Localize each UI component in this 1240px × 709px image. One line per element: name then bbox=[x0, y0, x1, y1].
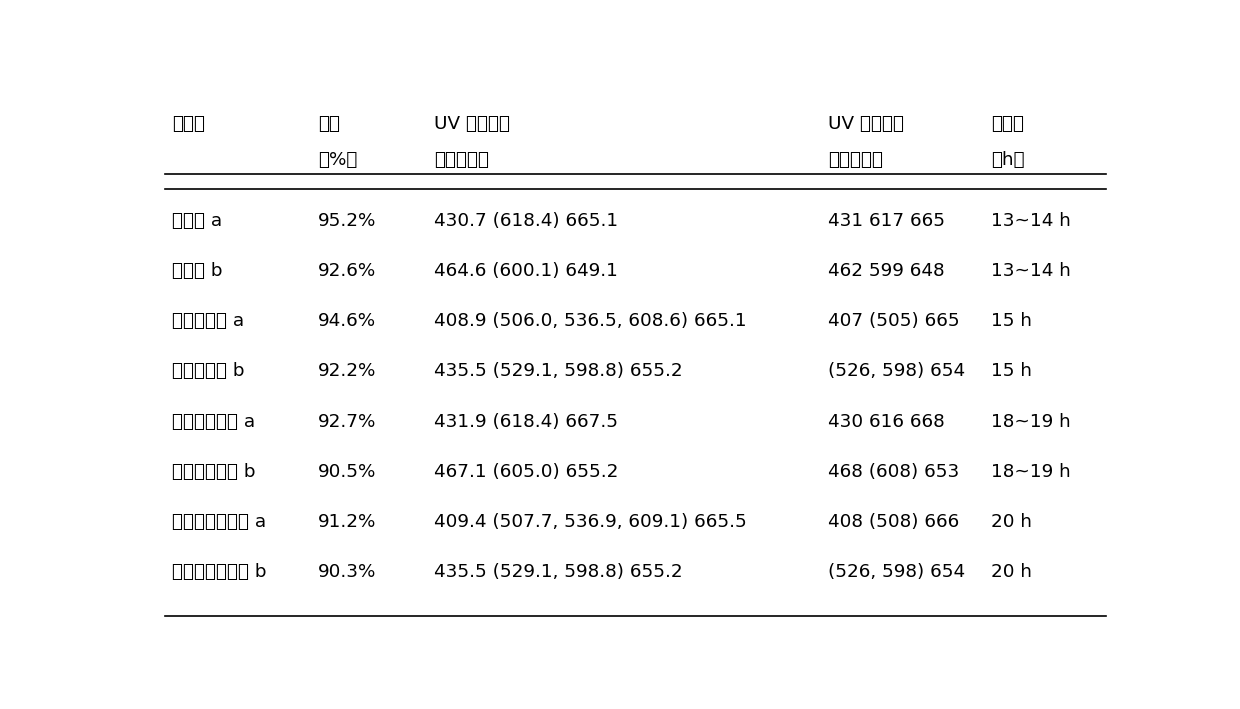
Text: 95.2%: 95.2% bbox=[319, 212, 377, 230]
Text: 91.2%: 91.2% bbox=[319, 513, 377, 531]
Text: 纯度: 纯度 bbox=[319, 115, 340, 133]
Text: 脱植基叶绿素 a: 脱植基叶绿素 a bbox=[172, 413, 255, 430]
Text: （标准品）: （标准品） bbox=[828, 150, 883, 169]
Text: 408.9 (506.0, 536.5, 608.6) 665.1: 408.9 (506.0, 536.5, 608.6) 665.1 bbox=[434, 312, 746, 330]
Text: 18~19 h: 18~19 h bbox=[991, 413, 1071, 430]
Text: (526, 598) 654: (526, 598) 654 bbox=[828, 362, 965, 381]
Text: 脱镁叶绿素 a: 脱镁叶绿素 a bbox=[172, 312, 244, 330]
Text: （观测值）: （观测值） bbox=[434, 150, 489, 169]
Text: 407 (505) 665: 407 (505) 665 bbox=[828, 312, 960, 330]
Text: 脱镁叶绿素 b: 脱镁叶绿素 b bbox=[172, 362, 244, 381]
Text: UV 吸收特征: UV 吸收特征 bbox=[828, 115, 904, 133]
Text: 468 (608) 653: 468 (608) 653 bbox=[828, 463, 959, 481]
Text: 脱植基叶绿素 b: 脱植基叶绿素 b bbox=[172, 463, 255, 481]
Text: 92.2%: 92.2% bbox=[319, 362, 377, 381]
Text: 20 h: 20 h bbox=[991, 513, 1032, 531]
Text: 18~19 h: 18~19 h bbox=[991, 463, 1071, 481]
Text: 90.5%: 90.5% bbox=[319, 463, 377, 481]
Text: 叶绿素 b: 叶绿素 b bbox=[172, 262, 223, 280]
Text: 409.4 (507.7, 536.9, 609.1) 665.5: 409.4 (507.7, 536.9, 609.1) 665.5 bbox=[434, 513, 746, 531]
Text: （h）: （h） bbox=[991, 150, 1024, 169]
Text: 431 617 665: 431 617 665 bbox=[828, 212, 945, 230]
Text: （%）: （%） bbox=[319, 150, 358, 169]
Text: 94.6%: 94.6% bbox=[319, 312, 377, 330]
Text: 脱镁叶绿酸甲酯 a: 脱镁叶绿酸甲酯 a bbox=[172, 513, 267, 531]
Text: 430 616 668: 430 616 668 bbox=[828, 413, 945, 430]
Text: 13~14 h: 13~14 h bbox=[991, 262, 1071, 280]
Text: 462 599 648: 462 599 648 bbox=[828, 262, 945, 280]
Text: 430.7 (618.4) 665.1: 430.7 (618.4) 665.1 bbox=[434, 212, 618, 230]
Text: 408 (508) 666: 408 (508) 666 bbox=[828, 513, 959, 531]
Text: 总时间: 总时间 bbox=[991, 115, 1024, 133]
Text: 435.5 (529.1, 598.8) 655.2: 435.5 (529.1, 598.8) 655.2 bbox=[434, 564, 682, 581]
Text: 431.9 (618.4) 667.5: 431.9 (618.4) 667.5 bbox=[434, 413, 618, 430]
Text: 92.6%: 92.6% bbox=[319, 262, 377, 280]
Text: 15 h: 15 h bbox=[991, 362, 1032, 381]
Text: 20 h: 20 h bbox=[991, 564, 1032, 581]
Text: 92.7%: 92.7% bbox=[319, 413, 377, 430]
Text: (526, 598) 654: (526, 598) 654 bbox=[828, 564, 965, 581]
Text: 13~14 h: 13~14 h bbox=[991, 212, 1071, 230]
Text: 464.6 (600.1) 649.1: 464.6 (600.1) 649.1 bbox=[434, 262, 618, 280]
Text: 制备物: 制备物 bbox=[172, 115, 206, 133]
Text: 90.3%: 90.3% bbox=[319, 564, 377, 581]
Text: 15 h: 15 h bbox=[991, 312, 1032, 330]
Text: 467.1 (605.0) 655.2: 467.1 (605.0) 655.2 bbox=[434, 463, 618, 481]
Text: 435.5 (529.1, 598.8) 655.2: 435.5 (529.1, 598.8) 655.2 bbox=[434, 362, 682, 381]
Text: 脱镁叶绿酸甲酯 b: 脱镁叶绿酸甲酯 b bbox=[172, 564, 267, 581]
Text: 叶绿素 a: 叶绿素 a bbox=[172, 212, 222, 230]
Text: UV 吸收特征: UV 吸收特征 bbox=[434, 115, 510, 133]
